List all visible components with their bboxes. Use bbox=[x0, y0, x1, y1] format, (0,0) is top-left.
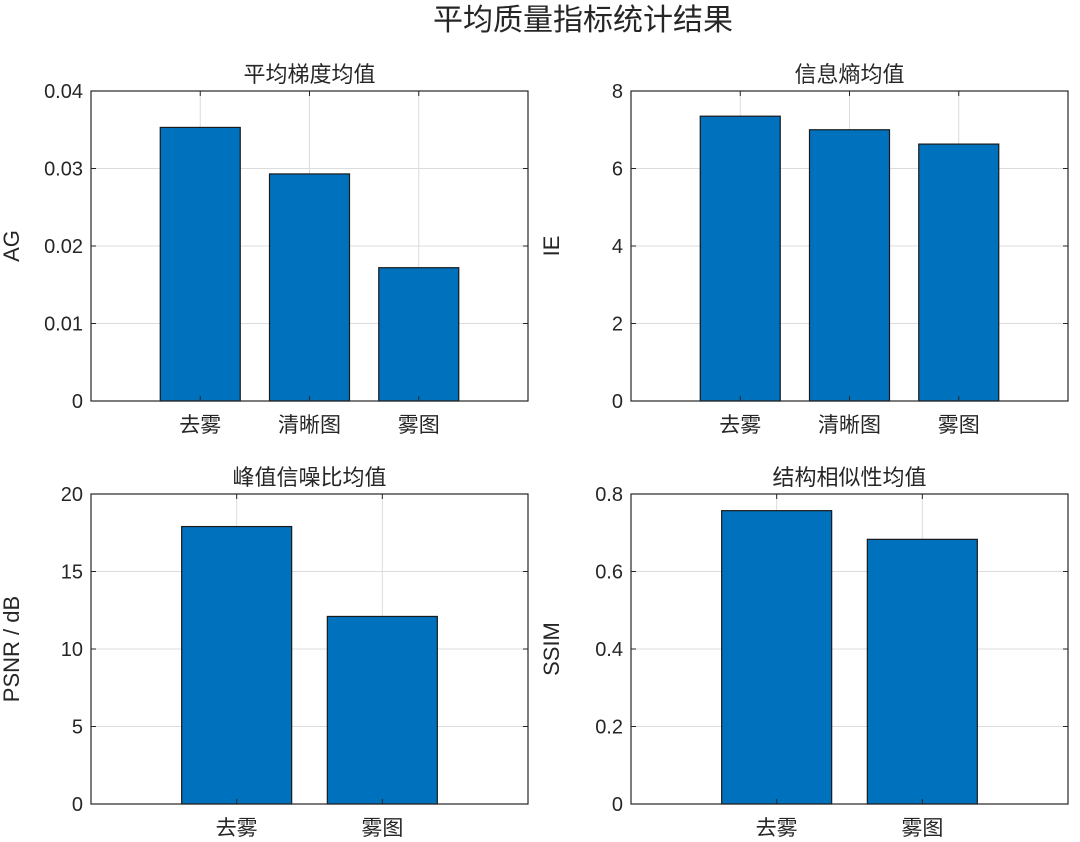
subplot-2: 0 2 4 6 8 去雾 清晰图 雾图 信息熵均值 IE bbox=[539, 63, 1069, 437]
y-axis-label: SSIM bbox=[539, 622, 564, 676]
y-axis-label: PSNR / dB bbox=[0, 596, 24, 702]
y-axis-label: IE bbox=[539, 236, 564, 257]
y-tick-label: 10 bbox=[61, 639, 83, 661]
y-tick-label: 4 bbox=[612, 236, 623, 258]
y-tick-label: 0.8 bbox=[595, 484, 623, 506]
subplot-3: 0 5 10 15 20 去雾 雾图 峰值信噪比均值 PSNR / dB bbox=[0, 466, 529, 840]
subplot-1: 0 0.01 0.02 0.03 0.04 去雾 清晰图 雾图 平均梯度均值 AG bbox=[0, 63, 529, 437]
y-axis-label: AG bbox=[0, 230, 24, 262]
x-category-label: 去雾 bbox=[179, 413, 221, 437]
y-tick-label: 0.02 bbox=[44, 236, 83, 258]
bar-2 bbox=[866, 538, 978, 805]
bar-3 bbox=[378, 267, 460, 402]
bar-1 bbox=[721, 510, 833, 805]
y-tick-label: 20 bbox=[61, 484, 83, 506]
bar-1 bbox=[159, 126, 241, 402]
x-category-label: 清晰图 bbox=[818, 413, 881, 437]
x-category-label: 清晰图 bbox=[278, 413, 341, 437]
y-tick-label: 8 bbox=[612, 81, 623, 103]
x-category-label: 去雾 bbox=[719, 413, 761, 437]
y-tick-label: 0.03 bbox=[44, 159, 83, 181]
subplot-title: 结构相似性均值 bbox=[772, 466, 926, 491]
x-category-label: 雾图 bbox=[938, 413, 980, 437]
subplot-grid: 00.010.020.030.04去雾 清晰图 雾图平均梯度均值AG02468去雾清… bbox=[0, 63, 1069, 840]
y-tick-label: 0 bbox=[72, 794, 83, 816]
figure-title: 平均质量指标统计结果 bbox=[433, 3, 733, 38]
bar-2 bbox=[326, 615, 438, 805]
subplot-title: 峰值信噪比均值 bbox=[232, 466, 386, 491]
subplot-title: 平均梯度均值 bbox=[243, 63, 375, 88]
y-tick-label: 0 bbox=[612, 794, 623, 816]
x-category-label: 雾图 bbox=[398, 413, 440, 437]
y-tick-label: 0.04 bbox=[44, 81, 83, 103]
bar-1 bbox=[181, 525, 293, 805]
y-tick-label: 0 bbox=[612, 391, 623, 413]
bar-2 bbox=[268, 173, 351, 402]
y-tick-label: 0 bbox=[72, 391, 83, 413]
y-tick-label: 2 bbox=[612, 314, 623, 336]
x-category-label: 雾图 bbox=[901, 816, 943, 840]
x-category-label: 去雾 bbox=[756, 816, 798, 840]
y-tick-label: 6 bbox=[612, 159, 623, 181]
x-category-label: 去雾 bbox=[216, 816, 258, 840]
bar-2 bbox=[808, 129, 891, 402]
subplot-4: 0 0.2 0.4 0.6 0.8 去雾 雾图 结构相似性均值 SSIM bbox=[539, 466, 1069, 840]
subplot-title: 信息熵均值 bbox=[794, 63, 904, 88]
y-tick-label: 0.6 bbox=[595, 562, 623, 584]
x-category-label: 雾图 bbox=[361, 816, 403, 840]
y-tick-label: 0.01 bbox=[44, 314, 83, 336]
y-tick-label: 15 bbox=[61, 562, 83, 584]
y-tick-label: 0.2 bbox=[595, 717, 623, 739]
y-tick-label: 5 bbox=[72, 717, 83, 739]
y-tick-label: 0.4 bbox=[595, 639, 623, 661]
bar-3 bbox=[918, 143, 1000, 402]
bar-1 bbox=[699, 115, 781, 402]
